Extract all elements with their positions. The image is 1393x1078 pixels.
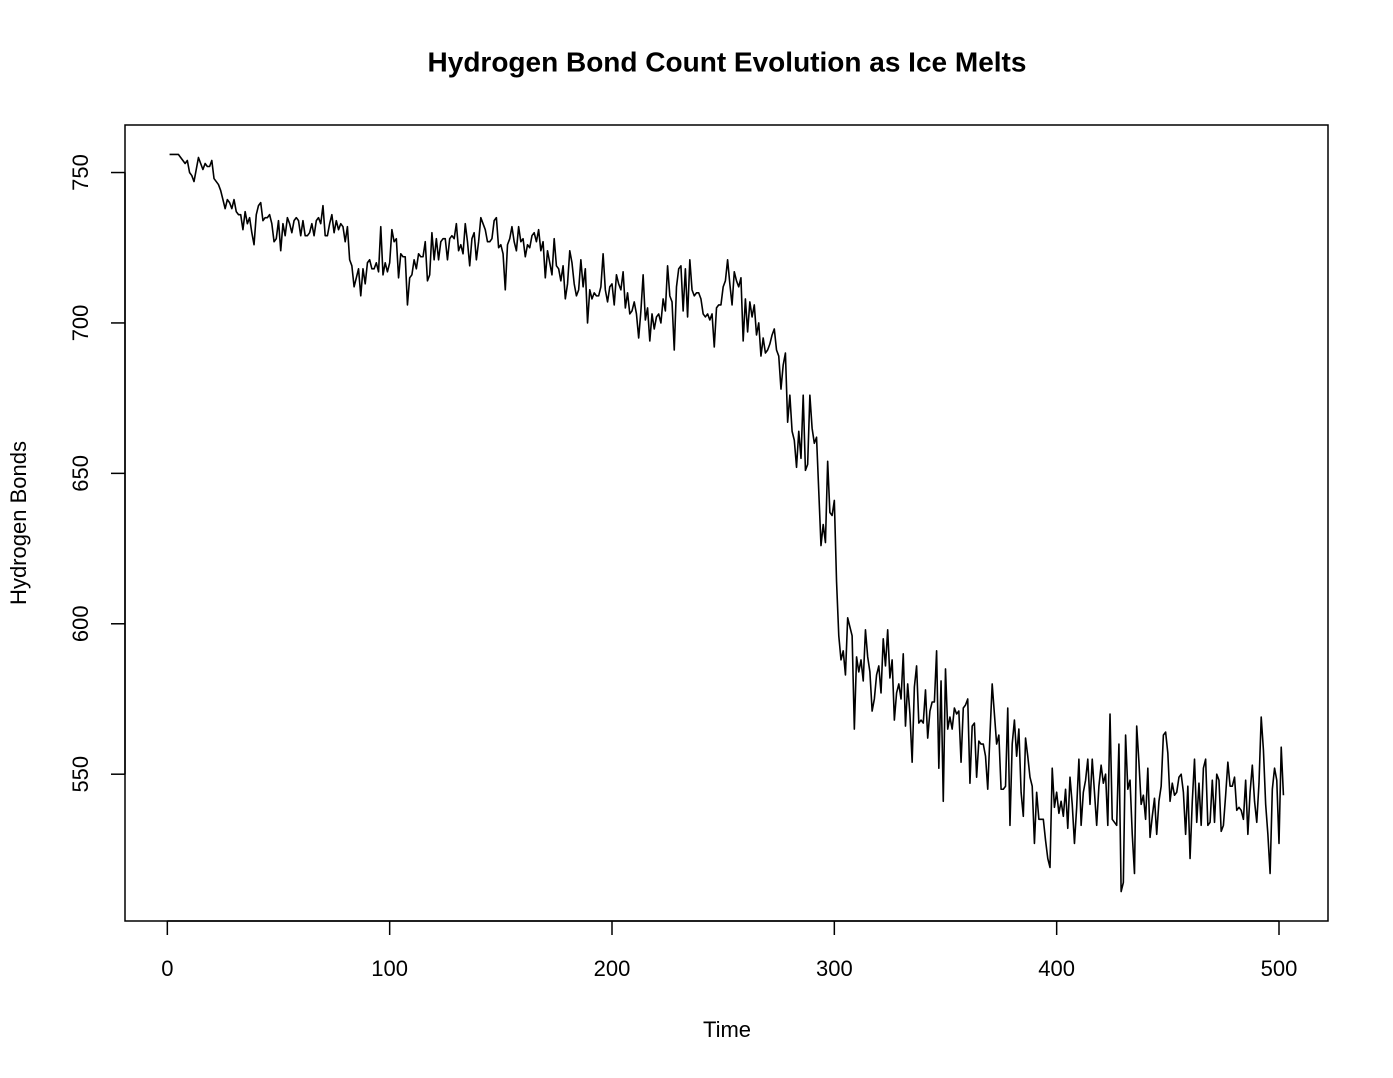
x-tick-label: 300 bbox=[816, 956, 853, 981]
y-tick-label: 750 bbox=[68, 154, 93, 191]
y-tick-label: 550 bbox=[68, 756, 93, 793]
x-axis-label: Time bbox=[703, 1017, 751, 1042]
y-axis-label: Hydrogen Bonds bbox=[6, 441, 31, 605]
y-tick-label: 650 bbox=[68, 455, 93, 492]
x-tick-label: 100 bbox=[371, 956, 408, 981]
x-tick-label: 400 bbox=[1038, 956, 1075, 981]
x-tick-label: 200 bbox=[594, 956, 631, 981]
data-line bbox=[169, 153, 1285, 893]
chart-title: Hydrogen Bond Count Evolution as Ice Mel… bbox=[428, 46, 1027, 77]
plot-box bbox=[124, 124, 1329, 922]
y-tick-label: 700 bbox=[68, 305, 93, 342]
x-tick-label: 0 bbox=[161, 956, 173, 981]
y-tick-label: 600 bbox=[68, 605, 93, 642]
x-tick-label: 500 bbox=[1261, 956, 1298, 981]
